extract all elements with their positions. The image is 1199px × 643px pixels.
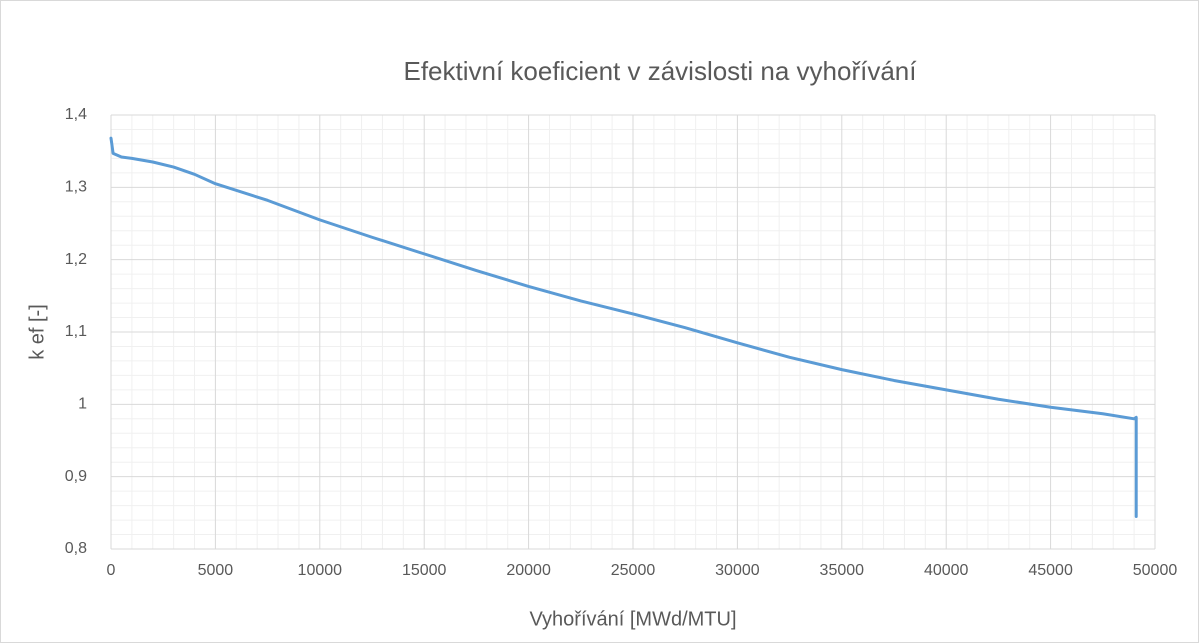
- x-tick-label: 40000: [924, 562, 969, 579]
- x-tick-label: 15000: [402, 562, 447, 579]
- x-tick-label: 35000: [820, 562, 865, 579]
- data-line: [109, 136, 1138, 518]
- x-tick-label: 25000: [611, 562, 656, 579]
- x-tick-label: 10000: [298, 562, 343, 579]
- x-tick-label: 50000: [1133, 562, 1178, 579]
- x-axis-title: Vyhořívání [MWd/MTU]: [529, 608, 736, 630]
- y-tick-label: 0,9: [65, 468, 87, 485]
- x-tick-label: 20000: [506, 562, 551, 579]
- y-tick-label: 1,2: [65, 251, 87, 268]
- x-tick-label: 0: [107, 562, 116, 579]
- x-tick-label: 45000: [1028, 562, 1073, 579]
- x-tick-label: 5000: [198, 562, 234, 579]
- y-tick-label: 0,8: [65, 540, 87, 557]
- y-tick-label: 1,4: [65, 106, 87, 123]
- y-tick-label: 1: [78, 396, 87, 413]
- y-axis-title: k ef [-]: [26, 304, 48, 360]
- y-tick-label: 1,1: [65, 323, 87, 340]
- x-tick-label: 30000: [715, 562, 760, 579]
- y-tick-label: 1,3: [65, 179, 87, 196]
- chart-title: Efektivní koeficient v závislosti na vyh…: [403, 56, 917, 86]
